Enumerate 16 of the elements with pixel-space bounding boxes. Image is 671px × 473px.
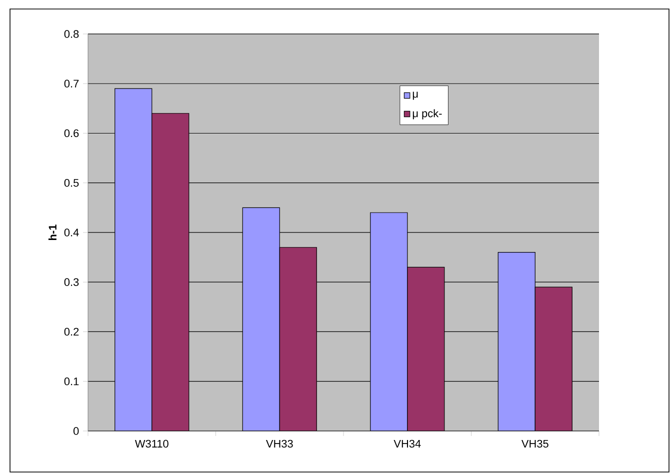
y-tick-label: 0.1 — [64, 377, 79, 386]
y-tick-label: 0.6 — [64, 129, 79, 138]
y-tick-label: 0.2 — [64, 328, 79, 336]
legend-label: μ pck- — [412, 109, 442, 120]
y-tick-label: 0.5 — [64, 178, 79, 187]
y-axis-title: h-1 — [48, 224, 56, 240]
y-tick-label: 0.4 — [64, 228, 79, 236]
x-tick-label: W3110 — [134, 440, 168, 448]
y-tick-label: 0.8 — [64, 30, 79, 38]
x-tick-label: VH35 — [521, 440, 548, 448]
y-tick-label: 0 — [73, 427, 79, 435]
y-tick-label: 0.3 — [64, 278, 79, 286]
y-tick-label: 0.7 — [64, 80, 79, 88]
x-tick-label: VH34 — [394, 440, 421, 448]
x-tick-label: VH33 — [266, 440, 293, 448]
legend-label: μ — [412, 92, 418, 100]
